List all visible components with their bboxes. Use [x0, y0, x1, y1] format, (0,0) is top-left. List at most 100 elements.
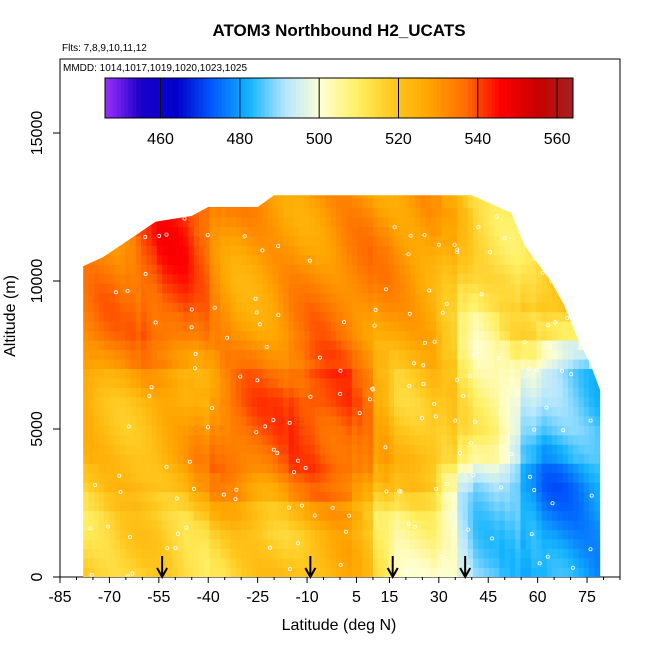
field-cell — [225, 198, 232, 208]
field-cell — [88, 482, 94, 493]
flights-label: Flts: 7,8,9,10,11,12 — [62, 43, 147, 54]
field-cell — [568, 245, 574, 256]
field-cell — [288, 302, 295, 313]
field-cell — [357, 302, 363, 313]
field-cell — [177, 195, 184, 199]
field-cell — [330, 416, 337, 426]
field-cell — [120, 520, 126, 531]
field-cell — [599, 406, 601, 417]
field-cell — [568, 491, 574, 502]
field-cell — [457, 548, 463, 559]
field-cell — [457, 359, 463, 369]
field-cell — [594, 491, 600, 502]
field-cell — [88, 349, 94, 360]
field-cell — [383, 520, 390, 531]
field-cell — [235, 378, 242, 388]
field-cell — [141, 567, 147, 577]
field-cell — [488, 273, 495, 284]
field-cell — [467, 302, 474, 313]
field-cell — [594, 226, 600, 237]
field-cell — [293, 195, 300, 199]
field-cell — [546, 510, 553, 521]
field-cell — [346, 236, 353, 246]
field-cell — [257, 416, 263, 426]
field-cell — [383, 453, 390, 464]
field-cell — [156, 273, 163, 284]
field-cell — [488, 558, 495, 568]
field-cell — [278, 510, 284, 521]
field-cell — [299, 529, 305, 540]
field-cell — [510, 292, 516, 303]
field-cell — [599, 321, 601, 332]
field-cell — [109, 463, 116, 474]
field-cell — [583, 491, 590, 502]
field-cell — [93, 453, 100, 464]
field-cell — [394, 368, 400, 379]
observation-point — [173, 546, 178, 551]
field-cell — [573, 264, 579, 275]
field-cell — [536, 482, 542, 493]
field-cell — [235, 501, 242, 512]
field-cell — [193, 378, 200, 388]
field-cell — [272, 529, 279, 540]
field-cell — [204, 368, 210, 379]
field-cell — [399, 264, 405, 275]
field-cell — [494, 273, 500, 284]
field-cell — [467, 548, 474, 559]
field-cell — [531, 482, 537, 493]
field-cell — [241, 416, 247, 426]
colorbar-segment — [385, 78, 390, 118]
field-cell — [167, 245, 174, 256]
field-cell — [130, 302, 137, 313]
field-cell — [467, 283, 474, 294]
field-cell — [388, 539, 395, 549]
observation-point — [471, 473, 476, 478]
field-cell — [262, 245, 268, 256]
field-cell — [573, 368, 579, 379]
field-cell — [88, 548, 94, 559]
field-cell — [135, 510, 142, 521]
field-cell — [199, 387, 205, 398]
field-cell — [573, 397, 579, 407]
colorbar-segment — [183, 78, 188, 118]
field-cell — [441, 198, 448, 208]
field-cell — [146, 529, 152, 540]
field-cell — [98, 217, 105, 227]
field-cell — [378, 501, 384, 512]
field-cell — [283, 397, 289, 407]
field-cell — [346, 255, 353, 265]
field-cell — [83, 330, 89, 341]
field-cell — [436, 501, 442, 512]
field-cell — [383, 273, 390, 284]
field-cell — [372, 510, 379, 521]
field-cell — [199, 195, 205, 199]
field-cell — [125, 472, 131, 483]
field-cell — [251, 340, 258, 351]
field-cell — [525, 302, 532, 313]
field-cell — [156, 207, 163, 218]
field-cell — [583, 548, 590, 559]
field-cell — [283, 491, 289, 502]
field-cell — [546, 444, 553, 455]
field-cell — [525, 292, 532, 303]
field-cell — [399, 236, 405, 246]
colorbar-tick-label: 460 — [147, 131, 174, 148]
field-cell — [230, 472, 237, 483]
field-cell — [362, 397, 369, 407]
field-cell — [141, 482, 147, 493]
field-cell — [278, 463, 284, 474]
field-cell — [309, 406, 316, 417]
field-cell — [510, 302, 516, 313]
field-cell — [499, 302, 506, 313]
field-cell — [425, 273, 432, 284]
field-cell — [367, 491, 374, 502]
field-cell — [341, 292, 347, 303]
field-cell — [383, 349, 390, 360]
field-cell — [409, 330, 416, 341]
field-cell — [515, 302, 521, 313]
field-cell — [193, 198, 200, 208]
field-cell — [183, 283, 189, 294]
observation-point — [164, 546, 169, 551]
field-cell — [146, 491, 152, 502]
field-cell — [562, 349, 569, 360]
